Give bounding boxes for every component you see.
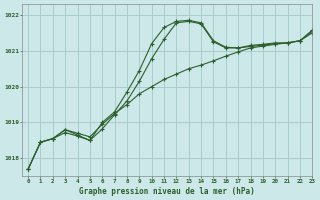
X-axis label: Graphe pression niveau de la mer (hPa): Graphe pression niveau de la mer (hPa) <box>79 187 255 196</box>
